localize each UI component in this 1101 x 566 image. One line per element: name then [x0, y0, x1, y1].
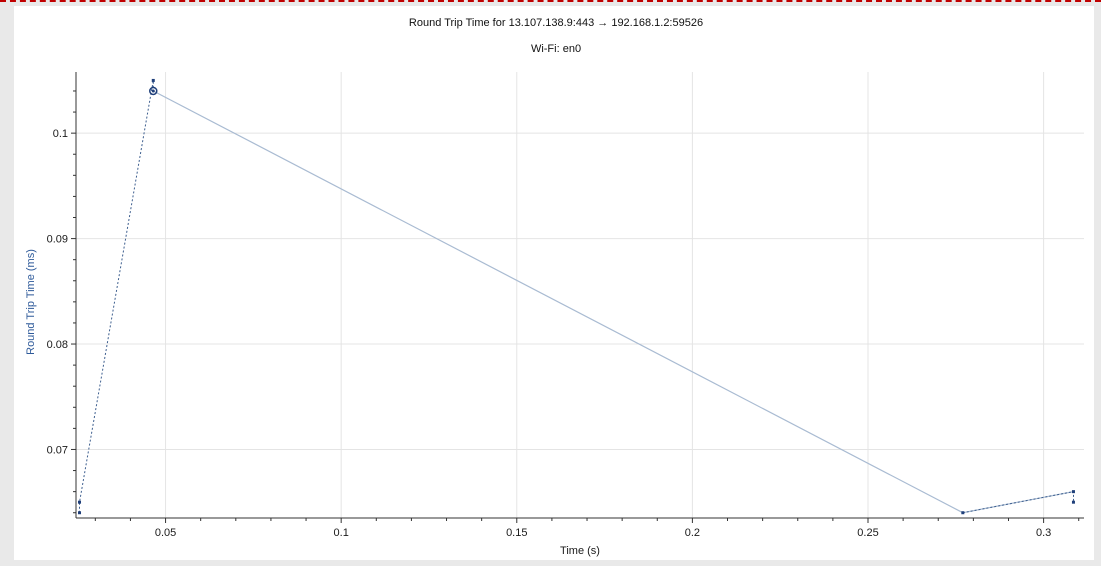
series-line-1 — [79, 80, 154, 513]
chart-subtitle: Wi-Fi: en0 — [531, 43, 581, 55]
grid-lines — [76, 72, 1084, 518]
x-tick-label: 0.3 — [1036, 527, 1051, 539]
y-tick-label: 0.07 — [47, 444, 68, 456]
data-points — [78, 78, 1075, 515]
data-point-1 — [78, 500, 82, 504]
data-point-2 — [151, 78, 155, 82]
selected-point-center — [151, 89, 155, 93]
x-tick-label: 0.2 — [685, 527, 700, 539]
y-tick-label: 0.08 — [47, 339, 68, 351]
selected-point — [149, 86, 158, 96]
data-point-4 — [1071, 490, 1075, 494]
chart-title: Round Trip Time for 13.107.138.9:443 → 1… — [409, 17, 703, 29]
data-point-0 — [78, 511, 82, 515]
x-tick-label: 0.15 — [506, 527, 527, 539]
tick-labels: 0.05 0.1 0.15 0.2 0.25 0.3 0.07 0.08 0.09 0.1 — [47, 128, 1052, 539]
plot-panel[interactable]: Round Trip Time for 13.107.138.9:443 → 1… — [14, 6, 1094, 560]
x-axis-label: Time (s) — [560, 545, 600, 557]
series-lines — [79, 80, 1074, 514]
y-axis-label: Round Trip Time (ms) — [25, 249, 37, 355]
axes — [71, 72, 1084, 523]
window-top-border — [0, 0, 1101, 2]
x-tick-label: 0.25 — [857, 527, 878, 539]
y-tick-label: 0.1 — [53, 128, 68, 140]
y-tick-label: 0.09 — [47, 234, 68, 246]
x-tick-label: 0.05 — [155, 527, 176, 539]
data-point-3 — [961, 511, 965, 515]
x-tick-label: 0.1 — [334, 527, 349, 539]
data-point-5 — [1071, 500, 1075, 504]
rtt-chart[interactable]: Round Trip Time for 13.107.138.9:443 → 1… — [14, 6, 1094, 560]
